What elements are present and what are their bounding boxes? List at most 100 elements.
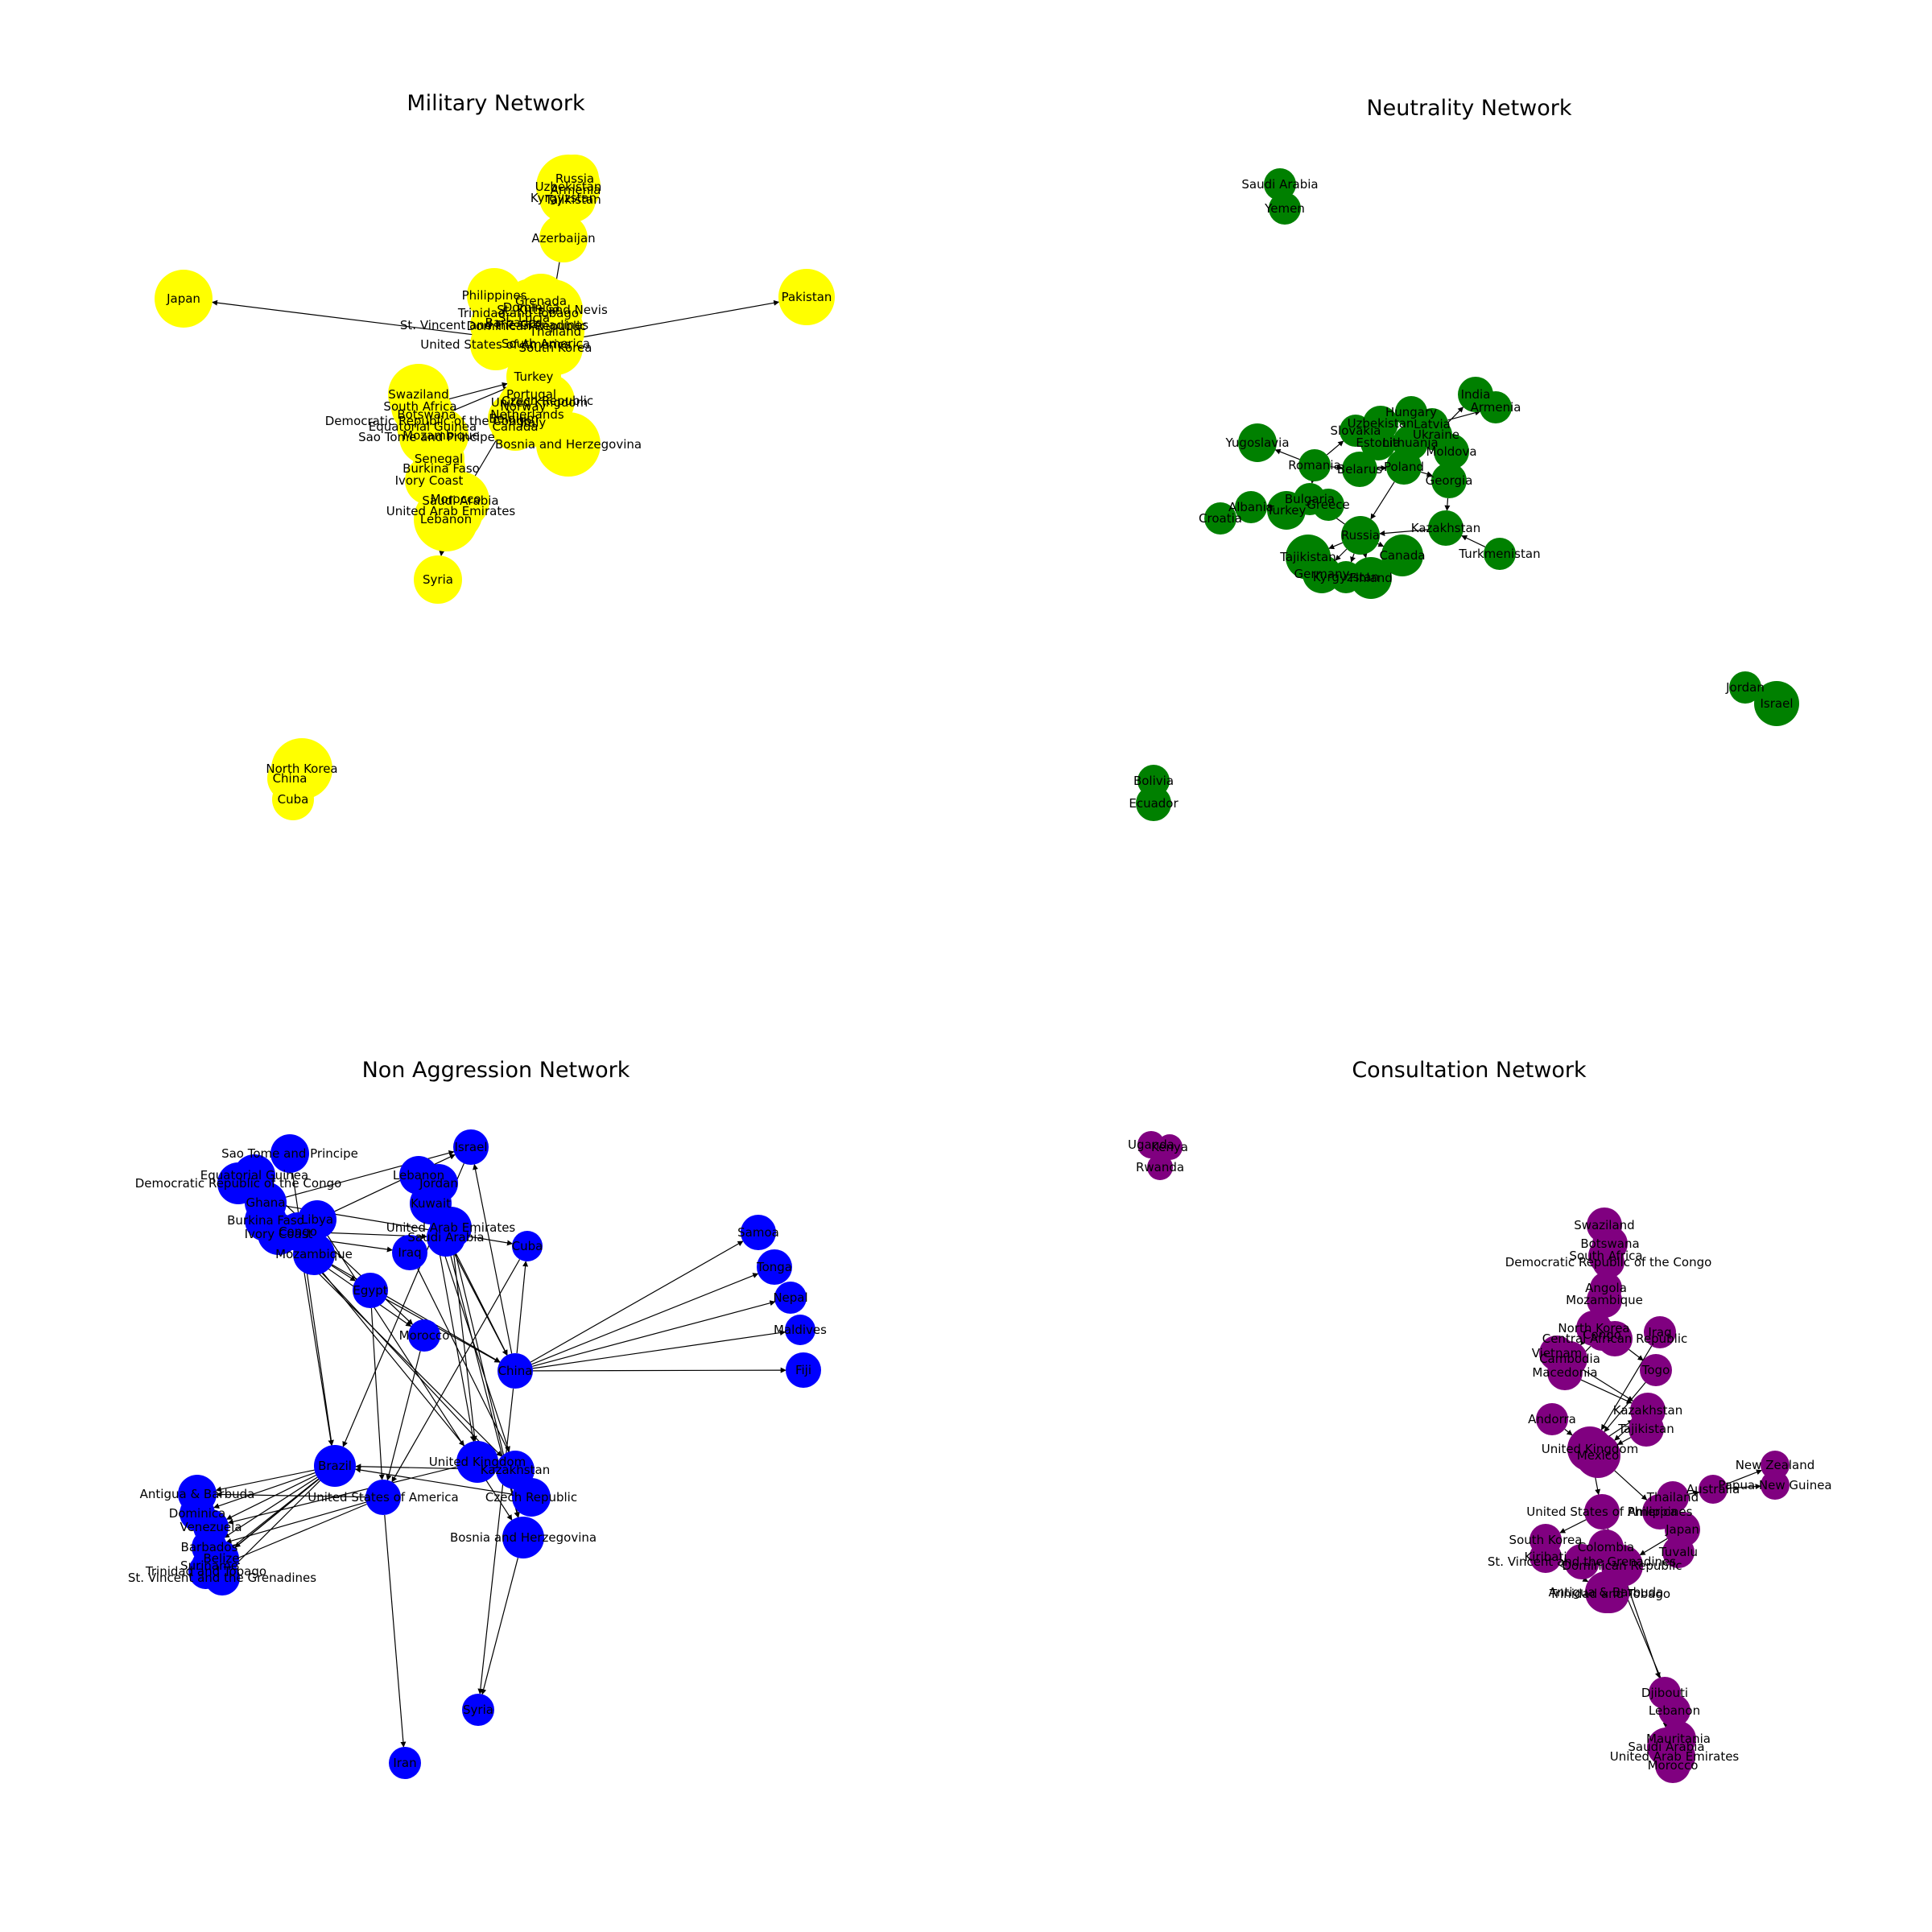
node-papua-new-guinea: [1761, 1471, 1790, 1500]
node-label-trinidad-and-tobago: Trinidad and Tobago: [145, 1564, 266, 1579]
node-albania: [1235, 491, 1267, 523]
node-label-australia: Australia: [1686, 1482, 1740, 1496]
consultation-edges: [1154, 1154, 1762, 1757]
node-syria: [462, 1694, 494, 1726]
node-moldova: [1434, 434, 1469, 469]
edge-zaf-m-to-tur-m: [448, 382, 508, 400]
node-label-cambodia: Cambodia: [1539, 1352, 1600, 1366]
node-label-canada: Canada: [1379, 548, 1425, 563]
node-pakistan: [778, 269, 835, 325]
edge-irq-a-to-cze-a: [417, 1268, 523, 1481]
node-label-lithuania: Lithuania: [1382, 436, 1438, 450]
node-label-macedonia: Macedonia: [1532, 1365, 1597, 1380]
node-belarus: [1342, 452, 1377, 487]
node-label-yemen: Yemen: [1264, 201, 1305, 216]
edge-bih-a-to-syr-a: [481, 1558, 518, 1695]
node-label-mozambique: Mozambique: [1566, 1293, 1643, 1307]
edge-lva-n-to-arm-n: [1447, 410, 1481, 421]
node-turkey: [1267, 491, 1306, 530]
node-label-lebanon: Lebanon: [393, 1168, 444, 1183]
node-label-turkey: Turkey: [1266, 503, 1307, 518]
node-kenya: [1157, 1134, 1183, 1160]
edge-jpn-c-to-dom-c: [1639, 1538, 1668, 1556]
node-label-slovakia: Slovakia: [1331, 423, 1381, 438]
node-morocco: [408, 1319, 440, 1352]
node-label-st-kitts-and-nevis: St. Kitts and Nevis: [497, 303, 608, 317]
node-label-tajikistan: Tajikistan: [1617, 1422, 1674, 1436]
node-label-democratic-republic-of-the-congo: Democratic Republic of the Congo: [135, 1176, 342, 1191]
edge-mex-c-to-phl-c: [1614, 1470, 1648, 1501]
edge-caf-c-to-tgo-c: [1629, 1348, 1644, 1361]
node-label-tonga: Tonga: [756, 1260, 792, 1274]
node-saudi-arabia: [1264, 168, 1296, 200]
node-label-ukraine: Ukraine: [1413, 427, 1459, 442]
edge-geo-n-to-kaz-n: [1444, 497, 1451, 511]
node-label-russia: Russia: [1341, 528, 1380, 543]
node-label-burkina-faso: Burkina Faso: [402, 461, 480, 476]
edge-chn-a-to-cub-a: [516, 1261, 529, 1354]
edge-rus-n-to-can-n: [1377, 541, 1385, 547]
node-romania: [1298, 449, 1331, 481]
node-label-croatia: Croatia: [1199, 511, 1242, 526]
node-samoa: [741, 1215, 776, 1250]
node-label-philippines: Philippines: [462, 288, 527, 303]
node-czech-republic: [512, 1478, 551, 1517]
node-maldives: [785, 1315, 815, 1345]
node-label-philippines: Philippines: [1628, 1505, 1693, 1519]
node-label-fiji: Fiji: [795, 1363, 811, 1377]
node-label-italy: Italy: [520, 415, 547, 430]
node-democratic-republic-of-the-congo: [1592, 1246, 1624, 1278]
node-label-trinidad-and-tobago: Trinidad and Tobago: [1549, 1587, 1670, 1601]
node-label-ivory-coast: Ivory Coast: [395, 473, 464, 488]
neutrality-network-panel: Neutrality Network Saudi Arabia Yemen Indi…: [1129, 96, 1799, 821]
node-label-saudi-arabia: Saudi Arabia: [1241, 177, 1318, 192]
node-label-china: China: [498, 1364, 533, 1378]
node-label-united-kingdom: United Kingdom: [1542, 1442, 1638, 1456]
non-aggression-nodes: Sao Tome and Principe Equatorial GuineaDe…: [128, 1129, 827, 1779]
node-label-pakistan: Pakistan: [782, 290, 832, 304]
node-mexico: [1575, 1433, 1620, 1478]
node-label-swaziland: Swaziland: [1574, 1218, 1634, 1232]
node-label-kuwait: Kuwait: [411, 1196, 451, 1211]
node-label-israel: Israel: [455, 1140, 488, 1154]
edge-sam-m-to-jpn-m: [212, 299, 519, 341]
node-label-belarus: Belarus: [1337, 462, 1383, 477]
edge-rus-n-to-kgz-n: [1350, 553, 1356, 563]
node-label-jordan: Jordan: [1725, 680, 1765, 695]
edge-irq-c-to-gbr-c: [1600, 1345, 1653, 1430]
node-label-united-kingdom: United Kingdom: [491, 395, 588, 410]
node-label-democratic-republic-of-the-congo: Democratic Republic of the Congo: [1505, 1255, 1712, 1269]
node-label-grenada: Grenada: [515, 294, 567, 308]
node-china: [497, 1353, 533, 1389]
edge-gbr-a-to-ven-a: [227, 1466, 457, 1525]
edge-moz-a-to-egy-a: [331, 1265, 357, 1282]
node-label-united-kingdom: United Kingdom: [429, 1455, 526, 1469]
node-label-belgium: Belgium: [489, 411, 539, 426]
edge-usa-c-to-kor-c: [1559, 1519, 1587, 1534]
node-label-greece: Greece: [1307, 497, 1349, 512]
node-label-cuba: Cuba: [512, 1239, 543, 1253]
node-iraq: [392, 1235, 427, 1270]
node-label-israel: Israel: [1761, 696, 1794, 711]
consultation-nodes: UgandaKenyaRwandaSwazilandBotswanaSouth …: [1128, 1131, 1832, 1783]
node-label-bosnia-and-herzegovina: Bosnia and Herzegovina: [495, 437, 642, 452]
node-yugoslavia: [1238, 423, 1277, 462]
node-mozambique: [293, 1233, 335, 1275]
edge-tgo-c-to-gbr-c: [1604, 1381, 1646, 1433]
node-azerbaijan: [539, 214, 588, 262]
node-label-andorra: Andorra: [1528, 1412, 1576, 1426]
node-label-japan: Japan: [166, 291, 200, 306]
node-label-south-africa: South Africa: [1569, 1249, 1642, 1263]
node-label-united-states-of-america: United States of America: [1526, 1505, 1677, 1519]
node-label-angola: Angola: [1585, 1281, 1627, 1295]
node-turkmenistan: [1484, 538, 1516, 570]
node-central-african-republic: [1597, 1321, 1633, 1356]
edge-cog-a-to-bra-a: [300, 1250, 334, 1446]
node-label-south-korea: South Korea: [519, 341, 592, 355]
edge-rou-n-to-yug-n: [1274, 448, 1300, 460]
node-label-mauritania: Mauritania: [1646, 1732, 1711, 1746]
node-label-belize: Belize: [204, 1551, 240, 1566]
node-label-bosnia-and-herzegovina: Bosnia and Herzegovina: [450, 1530, 597, 1545]
node-libya: [298, 1200, 336, 1239]
